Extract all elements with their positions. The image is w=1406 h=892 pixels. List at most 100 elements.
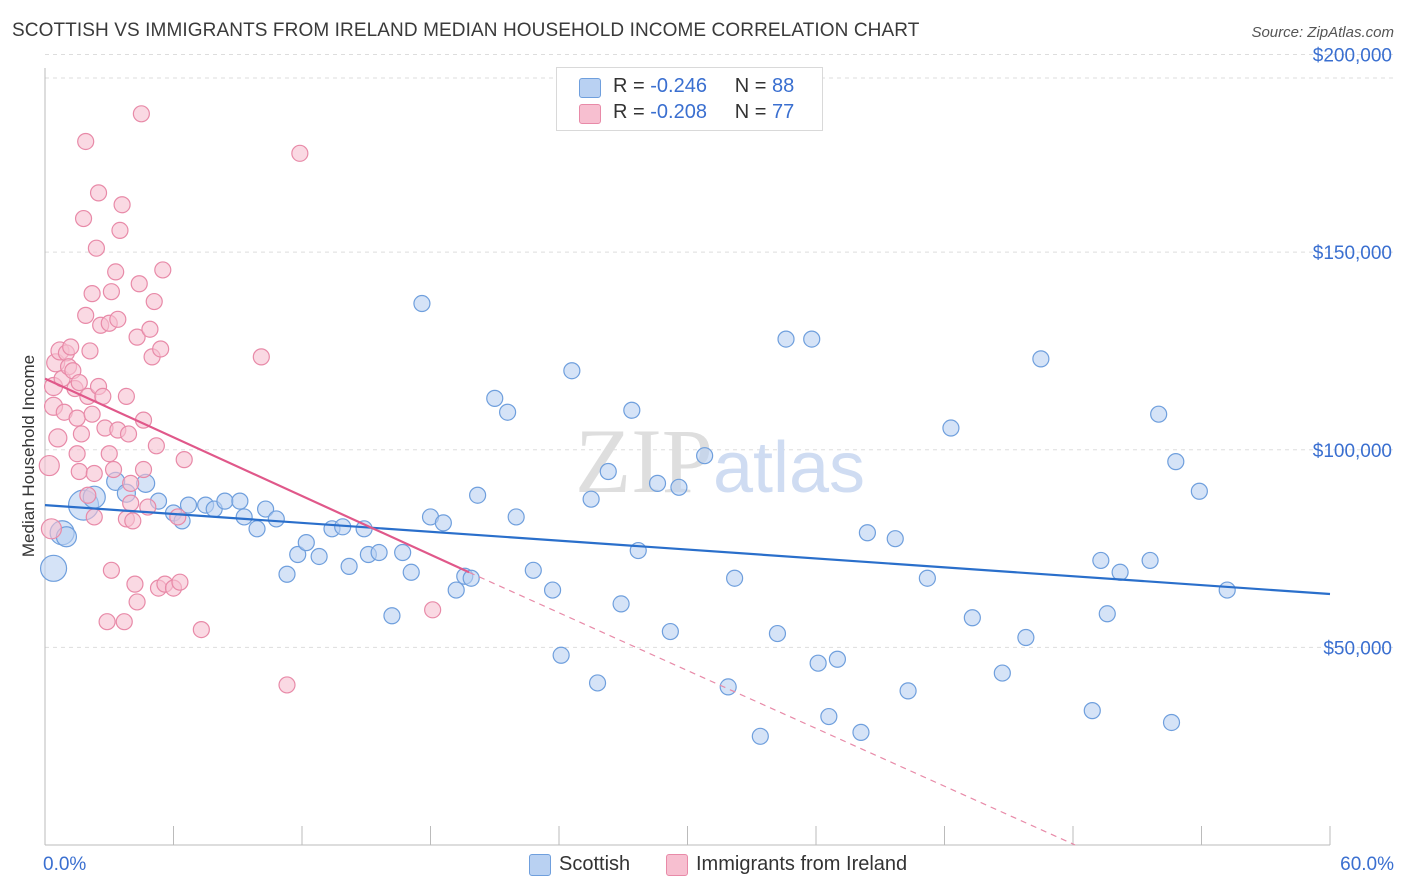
point-scottish (886, 530, 904, 548)
legend-r-value-scottish: -0.246 (650, 75, 707, 97)
point-ireland (40, 518, 63, 540)
point-scottish (447, 581, 465, 599)
point-scottish (809, 654, 827, 672)
point-scottish (370, 543, 388, 562)
point-ireland (113, 196, 131, 214)
point-ireland (278, 676, 296, 694)
bottom-legend-swatch-scottish (529, 854, 551, 876)
point-ireland (68, 409, 86, 427)
point-scottish (297, 534, 315, 552)
point-ireland (102, 283, 120, 301)
point-scottish (462, 569, 480, 587)
point-ireland (122, 494, 140, 512)
point-scottish (623, 401, 641, 419)
point-ireland (107, 263, 125, 281)
point-ireland (424, 601, 442, 619)
point-ireland (132, 105, 150, 123)
point-ireland (109, 310, 127, 328)
point-scottish (340, 557, 358, 575)
point-ireland (98, 613, 116, 631)
point-ireland (145, 292, 163, 311)
point-ireland (70, 373, 88, 392)
point-scottish (1190, 482, 1208, 500)
point-scottish (828, 650, 847, 668)
point-scottish (777, 330, 795, 348)
legend-n-value-ireland: 77 (772, 101, 795, 123)
y-tick-label: $150,000 (1313, 243, 1392, 264)
point-scottish (803, 330, 821, 348)
point-scottish (1141, 551, 1159, 570)
legend-r-value-ireland: -0.208 (650, 101, 707, 123)
point-ireland (102, 561, 120, 579)
point-scottish (39, 554, 68, 582)
point-ireland (115, 613, 133, 631)
x-tick-label-max: 60.0% (1340, 854, 1394, 875)
point-ireland (74, 209, 93, 228)
legend-n-label: N = (734, 101, 767, 123)
source-label: Source: ZipAtlas.com (1251, 24, 1394, 41)
legend-n-value-scottish: 88 (772, 75, 795, 97)
point-scottish (1092, 551, 1110, 570)
point-ireland (87, 239, 106, 257)
point-scottish (1111, 563, 1129, 581)
y-axis-label: Median Household Income (19, 355, 38, 557)
point-ireland (134, 460, 153, 479)
point-ireland (85, 464, 103, 483)
point-scottish (552, 646, 570, 664)
point-scottish (599, 462, 617, 481)
legend-n-label: N = (734, 75, 767, 97)
point-scottish (1167, 453, 1185, 471)
point-scottish (256, 500, 275, 518)
point-scottish (235, 508, 253, 526)
point-scottish (563, 362, 581, 380)
point-scottish (1083, 702, 1101, 720)
point-scottish (524, 561, 542, 579)
point-scottish (383, 607, 401, 625)
point-scottish (612, 595, 630, 613)
x-tick-label-min: 0.0% (43, 854, 86, 875)
point-scottish (248, 520, 266, 538)
point-ireland (130, 275, 148, 293)
legend-r-label: R = (613, 101, 645, 123)
point-ireland (62, 338, 80, 356)
point-scottish (899, 682, 917, 700)
point-scottish (670, 478, 688, 496)
point-scottish (1032, 350, 1050, 368)
point-scottish (1150, 405, 1168, 423)
point-scottish (588, 674, 607, 692)
point-ireland (79, 486, 97, 504)
point-scottish (434, 514, 452, 532)
legend-r-label: R = (613, 75, 645, 97)
legend-swatch-scottish (579, 78, 601, 98)
point-ireland (152, 340, 170, 358)
point-scottish (696, 447, 714, 465)
point-ireland (81, 342, 99, 360)
point-scottish (310, 547, 328, 566)
point-ireland (85, 508, 103, 526)
point-scottish (942, 419, 960, 437)
point-ireland (77, 132, 95, 151)
point-ireland (38, 454, 60, 477)
point-ireland (291, 144, 309, 162)
point-ireland (119, 425, 138, 443)
point-ireland (171, 573, 189, 591)
point-ireland (124, 512, 142, 530)
bottom-legend-swatch-ireland (666, 854, 688, 876)
point-ireland (72, 425, 91, 443)
legend-swatch-ireland (579, 104, 601, 124)
point-ireland (70, 462, 88, 481)
point-scottish (216, 492, 234, 510)
point-ireland (83, 405, 101, 423)
point-scottish (852, 723, 870, 741)
point-scottish (751, 727, 769, 745)
point-ireland (128, 328, 146, 346)
point-ireland (104, 460, 123, 479)
point-ireland (117, 387, 135, 406)
trend-extension-ireland (468, 571, 1076, 846)
point-scottish (413, 294, 431, 313)
point-scottish (231, 492, 249, 510)
point-ireland (141, 320, 159, 338)
point-scottish (179, 496, 198, 514)
point-ireland (83, 285, 101, 303)
point-ireland (169, 508, 187, 526)
